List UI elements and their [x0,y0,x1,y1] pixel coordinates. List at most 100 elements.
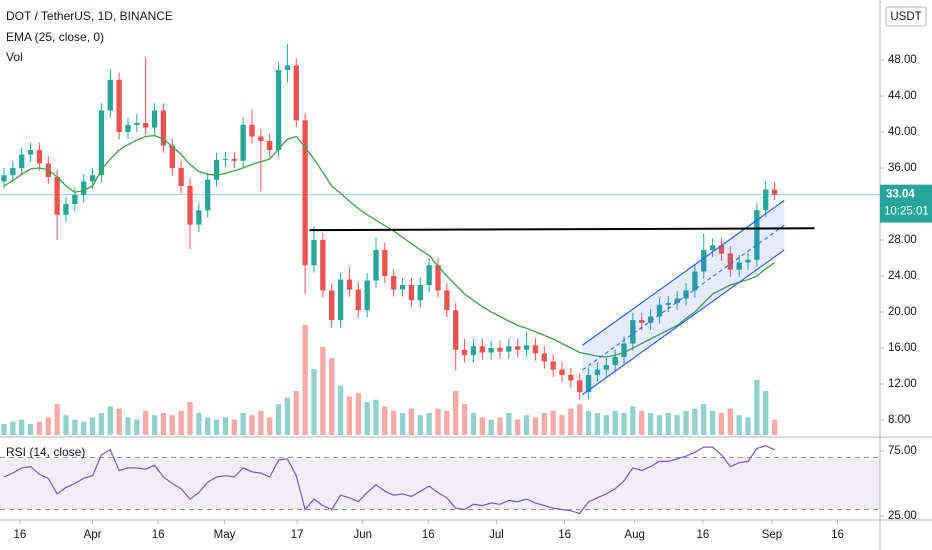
volume-bar [169,415,175,435]
volume-bar [329,358,335,435]
candle-body [143,123,149,128]
volume-bar [231,419,237,435]
candle-body [550,361,556,370]
candle-body [267,141,273,151]
candle-body [125,124,131,133]
candle-body [275,69,282,151]
candle-body [63,204,69,215]
candle-body [541,353,547,362]
channel-upper [582,199,785,346]
ema-line [3,134,775,358]
candle-body [151,110,158,128]
y-tick-label: 20.00 [888,306,917,318]
volume-bar [426,413,432,435]
candle-body [497,347,503,352]
x-tick-label: 16 [696,529,709,541]
candle-body [709,245,716,250]
candle-body [559,369,565,375]
candle-body [36,150,43,164]
volume-bar [391,410,397,435]
candle-body [54,177,60,215]
volume-bar [320,347,326,435]
candle-body [754,210,760,260]
y-tick-label: 44.00 [888,90,917,102]
volume-bar [81,421,87,435]
x-tick-label: Jun [353,529,372,541]
candle-body [89,175,96,182]
currency[interactable]: USDT [890,11,921,23]
volume-bar [249,415,255,435]
volume-bar [125,417,131,435]
volume-bar [275,404,282,435]
volume-bar [647,413,654,435]
candle-body [107,79,113,111]
volume-bar [355,393,361,435]
candle-body [656,304,663,317]
candle-body [532,345,539,354]
volume-bar [27,424,34,435]
volume-bar [89,417,96,435]
candle-body [745,259,751,263]
volume-bar [656,415,663,435]
candle-body [382,249,388,277]
candle-body [231,159,237,161]
candle-body [674,298,680,304]
candle-body [346,279,353,290]
candle-body [373,249,379,281]
x-tick-label: 16 [831,529,844,541]
candle-body [169,145,175,169]
volume-bar [134,419,140,435]
volume-bar [453,391,459,435]
volume-bar [639,410,645,435]
candle-body [10,168,16,176]
volume-bar [585,410,592,435]
candle-body [506,346,512,352]
candle-body [603,365,609,370]
volume-bar [577,404,583,435]
volume-bar [337,385,344,435]
volume-bar [293,391,299,435]
chart-title: DOT / TetherUS, 1D, BINANCE [6,9,173,23]
volume-bar [72,419,78,435]
rsi-legend: RSI (14, close) [6,445,85,459]
horizontal-line [309,227,815,232]
candle-body [727,253,733,270]
x-tick-label: May [214,529,236,541]
candle-body [585,374,592,393]
volume-bar [594,413,601,435]
volume-bar [754,380,760,435]
last-price-label: 33.04 [886,189,915,201]
ema-legend: EMA (25, close, 0) [6,30,104,44]
candle-body [364,280,370,311]
volume-bar [54,404,60,435]
volume-bar [559,415,565,435]
candle-body [461,349,468,356]
candle-body [134,123,140,125]
volume-bar [45,417,51,435]
candle-body [639,320,645,323]
volume-bar [771,419,778,435]
volume-bar [541,413,547,435]
volume-bar [568,408,574,435]
y-tick-label: 16.00 [888,342,917,354]
candle-body [444,290,450,311]
candle-body [488,347,494,353]
volume-bar [98,413,105,435]
candle-body [205,179,211,211]
candle-body [621,343,627,357]
currency-box[interactable] [885,6,927,27]
candle-body [701,249,707,272]
volume-bar [470,413,477,435]
candle-body [329,290,335,321]
candle-body [293,65,299,121]
candle-body [116,79,122,133]
volume-bar [683,410,689,435]
volume-bar [284,397,291,435]
volume-bar [692,408,698,435]
volume-bar [63,415,69,435]
x-tick-label: 16 [558,529,571,541]
candle-body [213,159,220,180]
candle-body [249,124,255,137]
candle-body [337,279,344,321]
